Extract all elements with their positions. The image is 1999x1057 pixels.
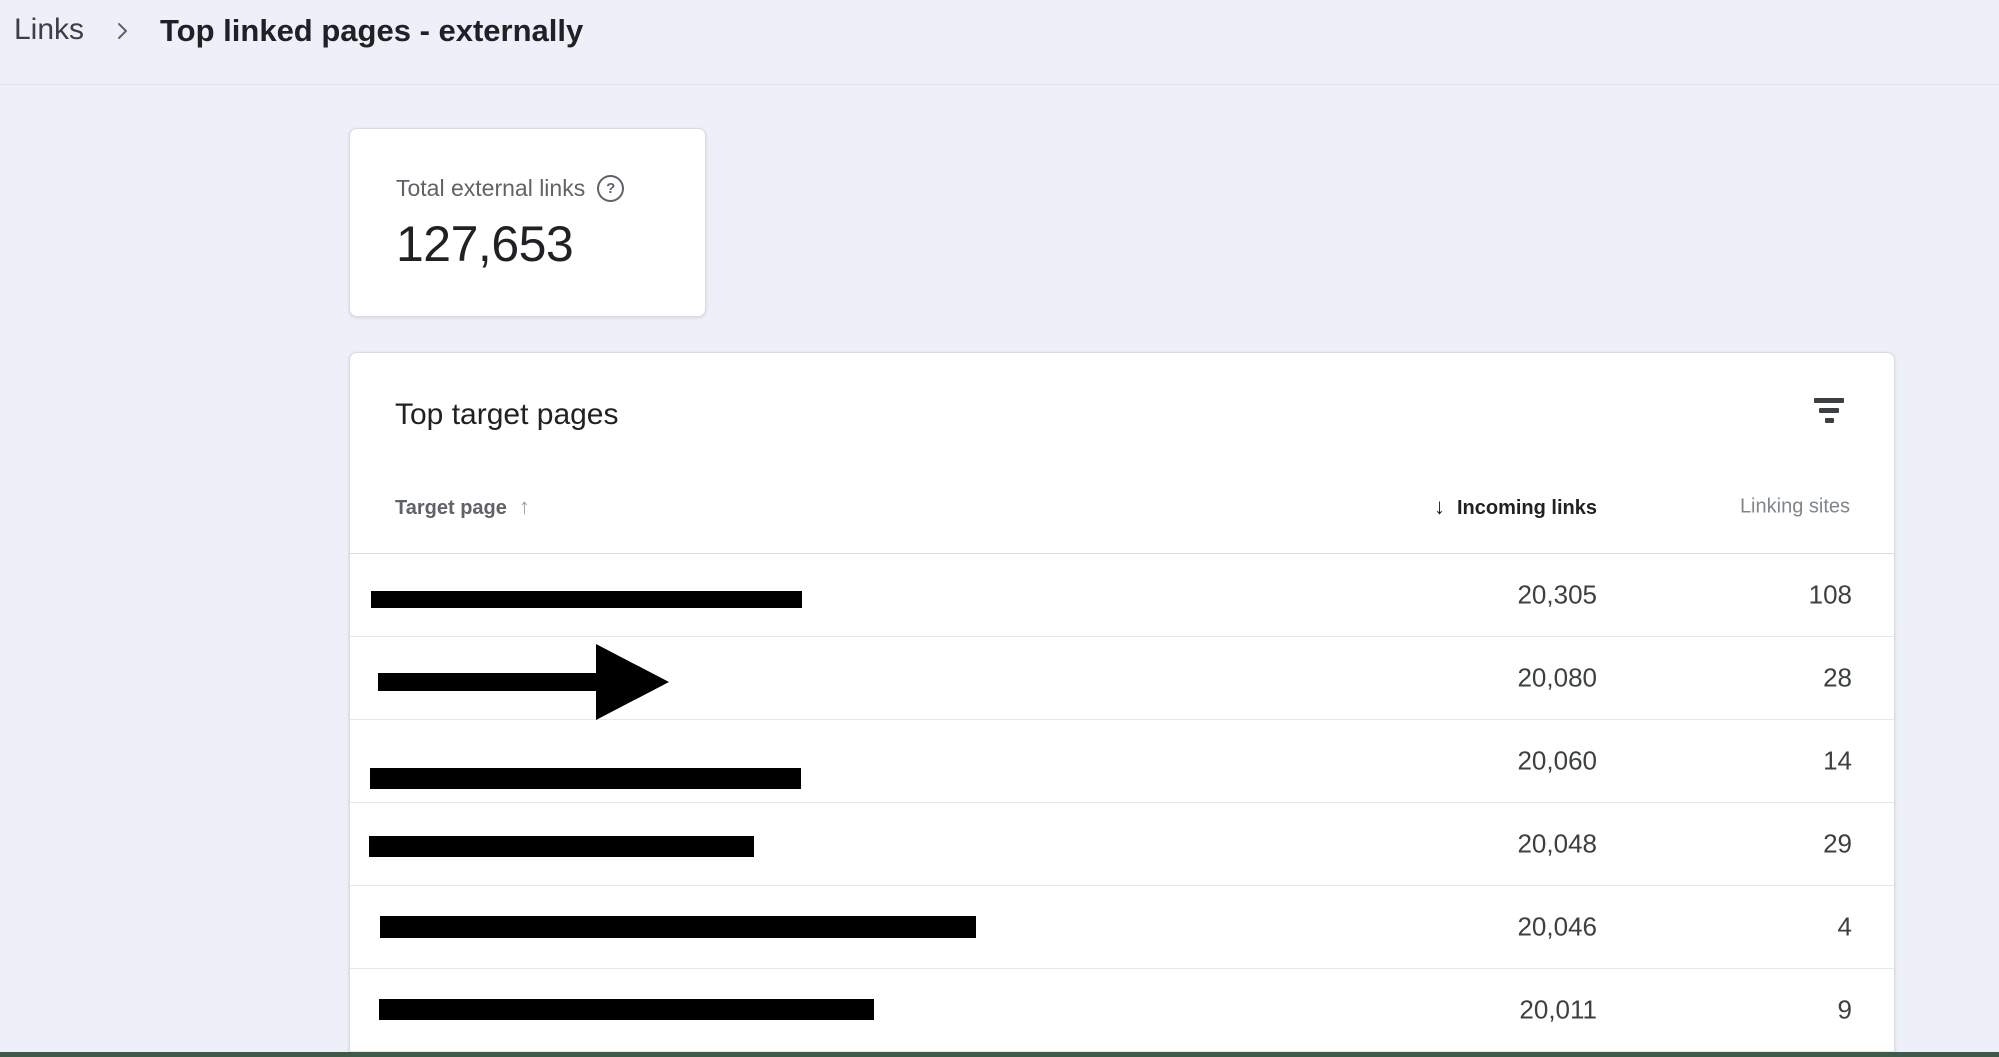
incoming-links-value: 20,080: [1517, 662, 1597, 693]
chevron-right-icon: [110, 19, 134, 43]
redacted-target-page: [369, 836, 754, 857]
table-row[interactable]: 20,048 29: [350, 803, 1894, 886]
incoming-links-value: 20,046: [1517, 911, 1597, 942]
total-external-links-value: 127,653: [396, 216, 574, 272]
table-rows: 20,305 108 20,080 28 20,060 14 20,048 29 20,046 4…: [350, 554, 1894, 1052]
linking-sites-value: 4: [1837, 911, 1852, 942]
table-header-row: Target page ↑ ↓ Incoming links Linking sit…: [350, 453, 1894, 554]
table-row[interactable]: 20,046 4: [350, 886, 1894, 969]
table-row[interactable]: 20,011 9: [350, 969, 1894, 1052]
column-header-linking-sites[interactable]: Linking sites: [1739, 495, 1850, 518]
table-row[interactable]: 20,060 14: [350, 720, 1894, 803]
table-row[interactable]: 20,080 28: [350, 637, 1894, 720]
column-header-incoming-links[interactable]: ↓ Incoming links: [1433, 494, 1597, 519]
annotation-arrow-right-icon: [596, 644, 669, 720]
breadcrumb: Links Top linked pages - externally: [0, 0, 1999, 85]
sort-ascending-icon: ↑: [518, 494, 530, 519]
table-title: Top target pages: [395, 398, 619, 431]
redacted-target-page: [370, 768, 801, 789]
incoming-links-value: 20,011: [1519, 994, 1597, 1025]
linking-sites-value: 9: [1837, 994, 1852, 1025]
top-target-pages-card: Top target pages Target page ↑ ↓ Incoming …: [349, 352, 1895, 1057]
incoming-links-value: 20,305: [1517, 579, 1597, 610]
redacted-target-page: [378, 673, 601, 691]
sort-descending-icon: ↓: [1433, 494, 1445, 519]
redacted-target-page: [380, 916, 976, 938]
breadcrumb-links[interactable]: Links: [14, 13, 85, 46]
linking-sites-value: 29: [1823, 828, 1852, 859]
table-row[interactable]: 20,305 108: [350, 554, 1894, 637]
total-external-links-card: Total external links ? 127,653: [349, 128, 706, 317]
column-header-target-page[interactable]: Target page ↑: [395, 494, 530, 519]
page-title: Top linked pages - externally: [160, 13, 584, 48]
linking-sites-value: 28: [1823, 662, 1852, 693]
window-bottom-edge: [0, 1052, 1999, 1057]
redacted-target-page: [379, 999, 874, 1020]
linking-sites-value: 108: [1808, 579, 1852, 610]
incoming-links-value: 20,060: [1517, 745, 1597, 776]
redacted-target-page: [371, 591, 802, 608]
incoming-links-value: 20,048: [1517, 828, 1597, 859]
help-icon[interactable]: ?: [597, 175, 625, 202]
total-external-links-label: Total external links: [396, 175, 586, 201]
filter-icon[interactable]: [1806, 390, 1852, 431]
linking-sites-value: 14: [1823, 745, 1852, 776]
